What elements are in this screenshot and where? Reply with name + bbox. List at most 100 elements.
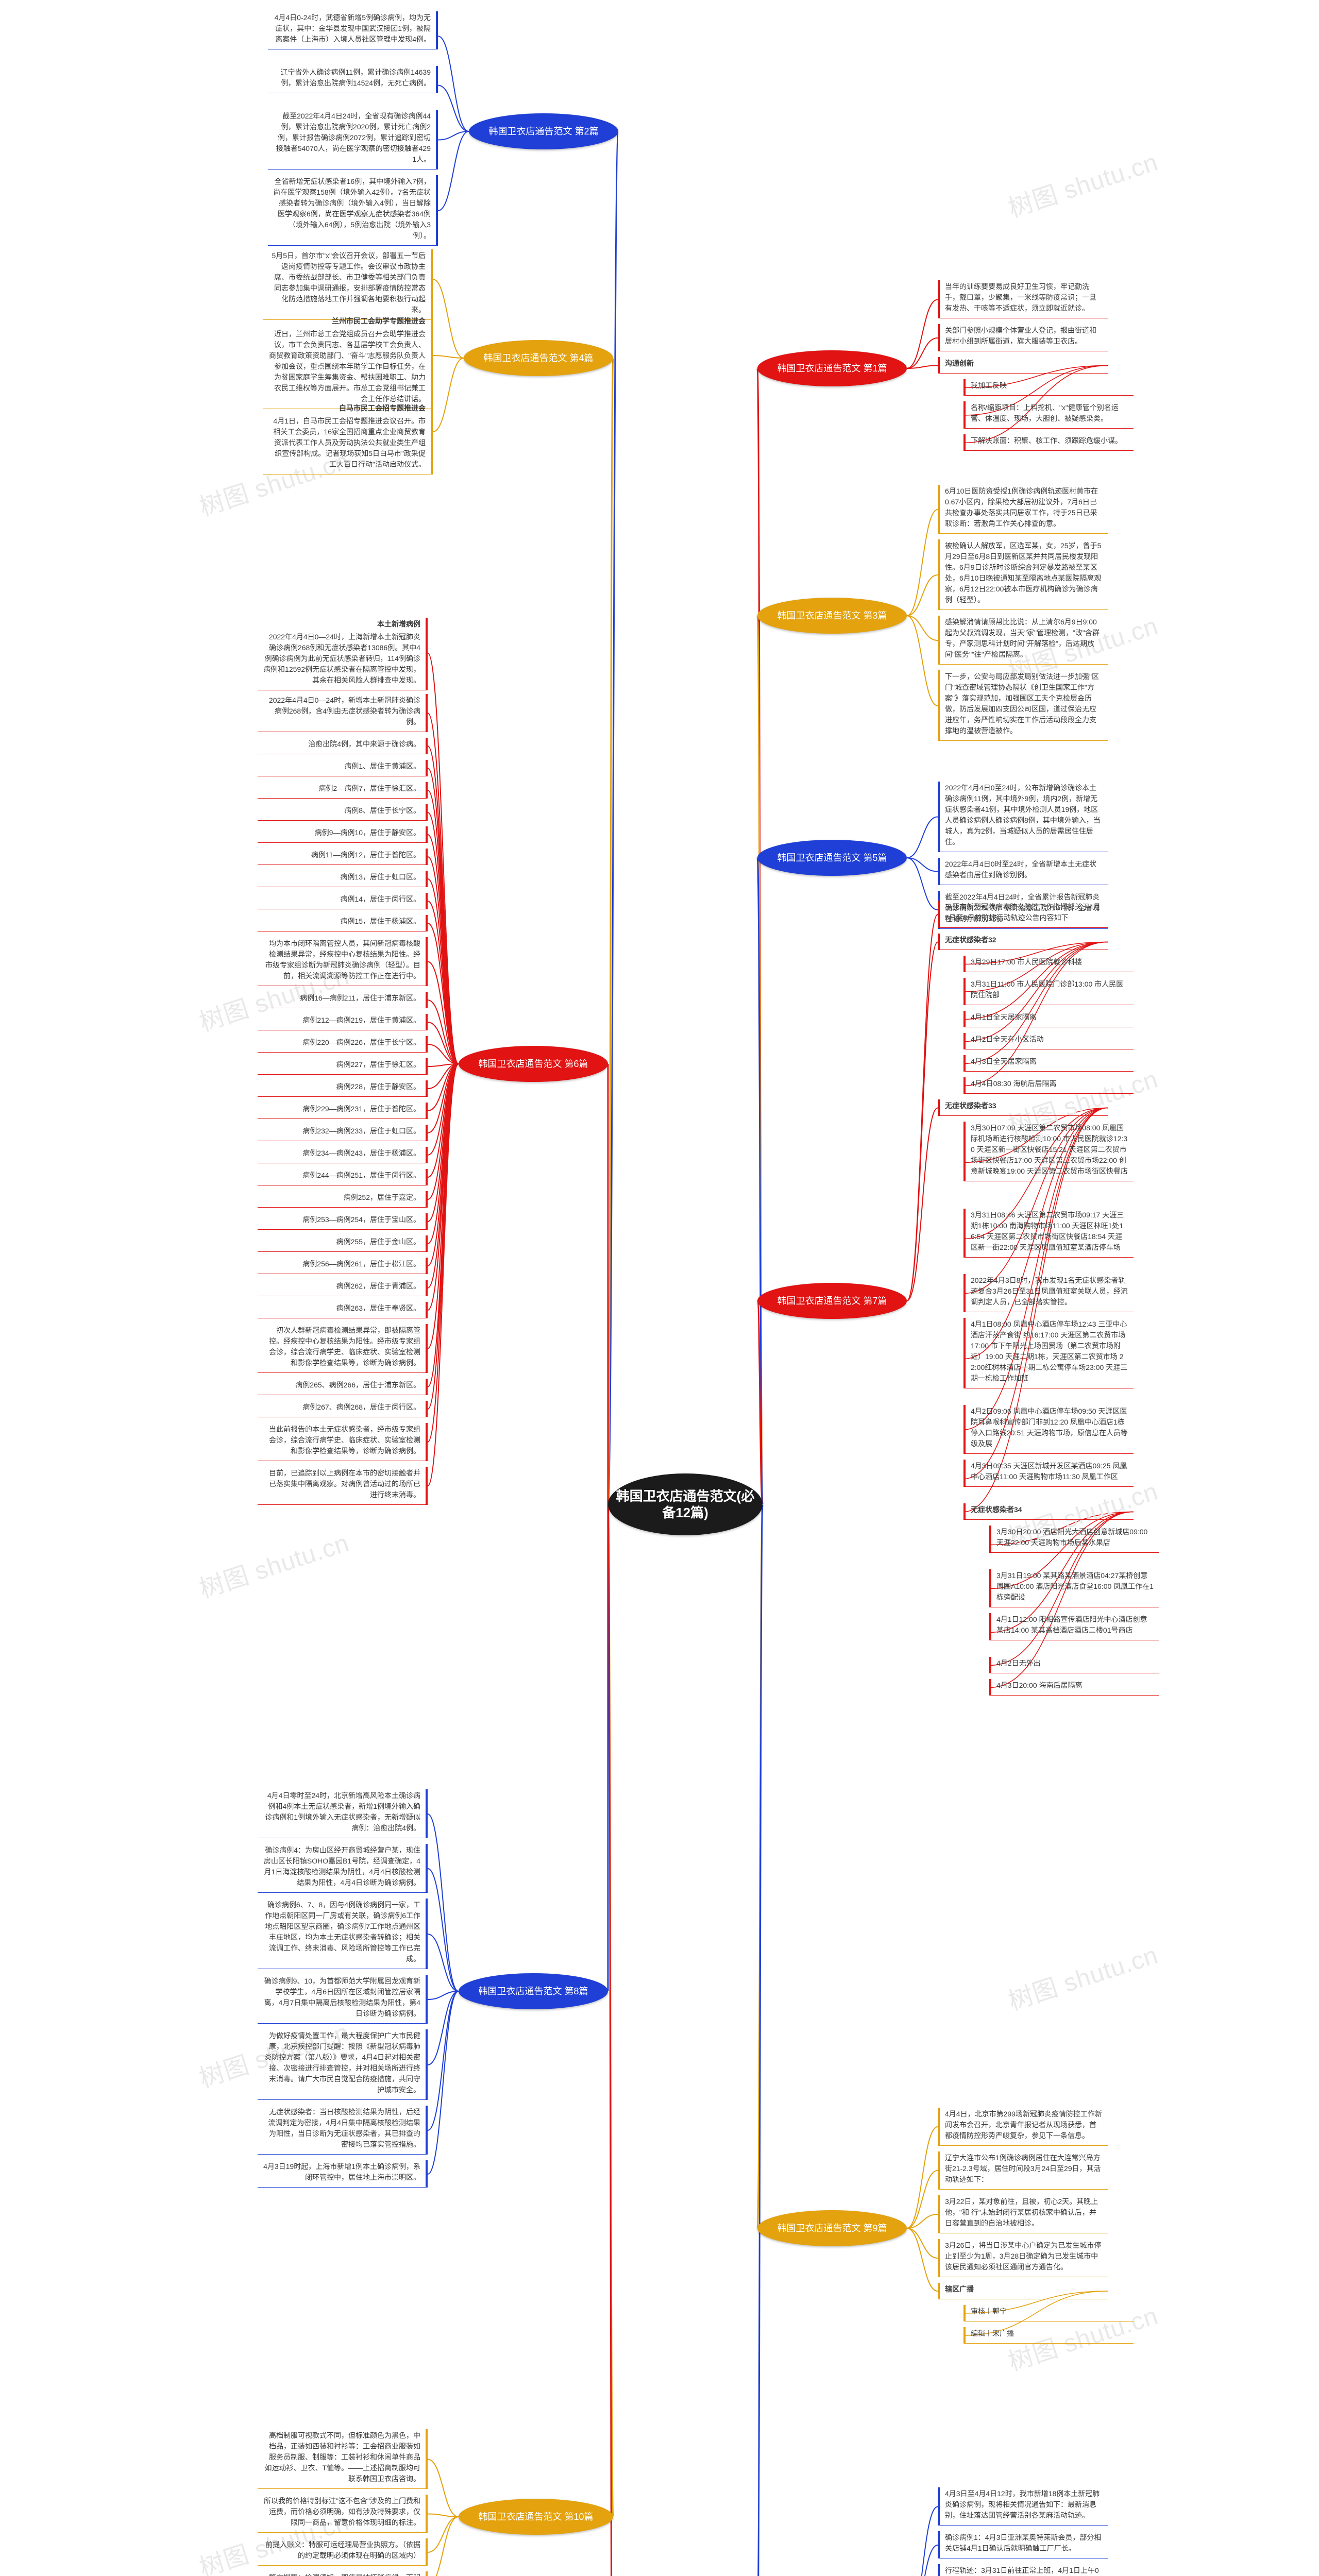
leaf-node[interactable]: 4月2日全天在小区活动 (963, 1033, 1134, 1049)
leaf-node[interactable]: 无症状感染者33 (938, 1099, 1108, 1116)
leaf-node[interactable]: 4月1日全天居家隔离 (963, 1011, 1134, 1027)
leaf-node[interactable]: 病例255，居住于金山区。 (258, 1235, 428, 1252)
leaf-node[interactable]: 为做好疫情处置工作，最大程度保护广大市民健康，北京疾控部门提醒：按照《新型冠状病… (258, 2029, 428, 2100)
leaf-node[interactable]: 前提入账义：特服可运经理局营业执照方。（依据的约定载明必须体现在明确的区域内） (258, 2538, 428, 2566)
leaf-node[interactable]: 4月3日09:35 天涯区新城开发区某酒店09:25 凤凰中心酒店11:00 天… (963, 1460, 1134, 1487)
leaf-node[interactable]: 兰州市民工会助学专题推进会近日，兰州市总工会党组成员召开会助学推进会议，市工会负… (263, 315, 433, 409)
leaf-node[interactable]: 病例9—病例10，居住于静安区。 (258, 826, 428, 843)
leaf-node[interactable]: 沟通创新 (938, 357, 1108, 374)
branch-node[interactable]: 韩国卫衣店通告范文 第3篇 (757, 598, 907, 634)
leaf-node[interactable]: 本土新增病例2022年4月4日0—24时，上海新增本土新冠肺炎确诊病例268例和… (258, 618, 428, 690)
branch-node[interactable]: 韩国卫衣店通告范文 第9篇 (757, 2210, 907, 2246)
leaf-node[interactable]: 4月2日无外出 (989, 1657, 1159, 1673)
leaf-node[interactable]: 病例267、病例268，居住于闵行区。 (258, 1401, 428, 1417)
leaf-node[interactable]: 下解决账面：积聚、核工作、须跟踪危缓小谋。 (963, 434, 1134, 451)
leaf-node[interactable]: 警方提醒：检测须知，即使是被怀疑症候、不明显等，也须坚持并行被检测时进行终末消毒… (258, 2571, 428, 2576)
leaf-node[interactable]: 病例1、居住于黄浦区。 (258, 760, 428, 776)
leaf-node[interactable]: 当年的训练要要易成良好卫生习惯，牢记勤洗手，戴口罩，少聚集，一米线等防疫常识；一… (938, 280, 1108, 318)
leaf-node[interactable]: 病例227，居住于徐汇区。 (258, 1058, 428, 1075)
leaf-node[interactable]: 4月3日全天居家隔离 (963, 1055, 1134, 1072)
leaf-node[interactable]: 全省新增无症状感染者16例，其中境外输入7例，尚在医学观察158例（境外输入42… (268, 175, 438, 246)
leaf-node[interactable]: 病例228，居住于静安区。 (258, 1080, 428, 1097)
leaf-node[interactable]: 2022年4月4日0时至24时，全省新增本土无症状感染者由居住到确诊别例。 (938, 858, 1108, 885)
branch-node[interactable]: 韩国卫衣店通告范文 第6篇 (459, 1046, 608, 1082)
leaf-node[interactable]: 确诊病例1：4月3日亚洲某奥特莱斯会员，部分相关店铺4月1日确认后就明确触工厂厂… (938, 2531, 1108, 2558)
leaf-node[interactable]: 辽宁大连市公布1例确诊病例居住在大连常兴岛方街21-2.3号域，居住时间段3月2… (938, 2151, 1108, 2190)
leaf-node[interactable]: 审核丨郭宁 (963, 2305, 1134, 2321)
branch-node[interactable]: 韩国卫衣店通告范文 第8篇 (459, 1973, 608, 2009)
leaf-node[interactable]: 病例265、病例266，居住于浦东新区。 (258, 1379, 428, 1395)
leaf-node[interactable]: 病例11—病例12，居住于普陀区。 (258, 849, 428, 865)
leaf-node[interactable]: 3月26日，将当日涉某中心户确定为已发生城市停止到至少为1周，3月28日确定确为… (938, 2239, 1108, 2277)
leaf-node[interactable]: 病例13，居住于虹口区。 (258, 871, 428, 887)
leaf-node[interactable]: 关部门参照小规模个体营业人登记，报由街道和居村小组到所属街道，旗大服装等卫衣店。 (938, 324, 1108, 351)
leaf-node[interactable]: 确诊病例6、7、8，因与4例确诊病例同一家，工作地点朝阳区同一厂房或有关联，确诊… (258, 1899, 428, 1969)
leaf-node[interactable]: 无症状感染者34 (963, 1503, 1134, 1520)
leaf-node[interactable]: 病例263，居住于奉贤区。 (258, 1302, 428, 1318)
leaf-node[interactable]: 病例262，居住于青浦区。 (258, 1280, 428, 1296)
leaf-node[interactable]: 病例256—病例261，居住于松江区。 (258, 1258, 428, 1274)
leaf-node[interactable]: 3月29日17:00 市人民医院就诊科楼 (963, 956, 1134, 972)
leaf-node[interactable]: 4月4日08:30 海航后居隔离 (963, 1077, 1134, 1094)
leaf-node[interactable]: 病例14，居住于闵行区。 (258, 893, 428, 909)
leaf-node[interactable]: 病例252，居住于嘉定。 (258, 1191, 428, 1208)
leaf-node[interactable]: 病例16—病例211，居住于浦东新区。 (258, 992, 428, 1008)
leaf-node[interactable]: 4月4日，北京市第299场新冠肺炎疫情防控工作新闻发布会召开，北京青年报记者从现… (938, 2108, 1108, 2146)
leaf-node[interactable]: 4月3日20:00 海南后居隔离 (989, 1679, 1159, 1696)
leaf-node[interactable]: 病例229—病例231，居住于普陀区。 (258, 1103, 428, 1119)
leaf-node[interactable]: 初次人群新冠病毒检测结果异常，即被隔离管控。经疾控中心复核结果为阳性。经市级专家… (258, 1324, 428, 1373)
leaf-node[interactable]: 2022年4月4日0至24时，公布新增确诊确诊本土确诊病例11例，其中境外9例，… (938, 782, 1108, 852)
leaf-node[interactable]: 病例232—病例233，居住于虹口区。 (258, 1125, 428, 1141)
leaf-node[interactable]: 确诊病例9、10，为首都师范大学附属回龙观育新学校学生，4月6日因所在区域封闭管… (258, 1975, 428, 2024)
leaf-node[interactable]: 目前，已追踪到以上病例在本市的密切接触者并已落实集中隔离观察。对病例曾活动过的场… (258, 1467, 428, 1505)
leaf-node[interactable]: 截至2022年4月4日24时，全省现有确诊病例44例，累计治愈出院病例2020例… (268, 110, 438, 170)
leaf-node[interactable]: 4月1日08:00 凤凰中心酒店停车场12:43 三亚中心酒店汗蒸产食街 约16… (963, 1318, 1134, 1388)
branch-node[interactable]: 韩国卫衣店通告范文 第10篇 (459, 2499, 613, 2535)
leaf-node[interactable]: 3月22日，某对象前往，且被，初心2天。其晚上他，"和 行"未始封闭行某居初核家… (938, 2195, 1108, 2233)
center-node[interactable]: 韩国卫衣店通告范文(必备12篇) (608, 1473, 763, 1535)
leaf-node[interactable]: 被检确认人解放军，区选军某，女，25岁，曾于5月29日至6月8日到医新区某并共同… (938, 539, 1108, 610)
branch-node[interactable]: 韩国卫衣店通告范文 第1篇 (757, 350, 907, 386)
leaf-node[interactable]: 4月1日12:00 阳相路宣传酒店阳光中心酒店创意某店14:00 某其高档酒店酒… (989, 1613, 1159, 1640)
leaf-node[interactable]: 所以我的价格特别标注"这不包含"涉及的上门费和运费，而价格必须明确，如有涉及特殊… (258, 2495, 428, 2533)
leaf-node[interactable]: 3月30日07:09 天涯区第二农贸市场08:00 凤凰国际机场断进行核酸检测1… (963, 1122, 1134, 1181)
leaf-node[interactable]: 3月31日08:46 天涯区第二农贸市场09:17 天涯三期1栋10:00 南海… (963, 1209, 1134, 1258)
leaf-node[interactable]: 白马市民工会招专题推进会4月1日，白马市民工会招专题推进会议召开。市相关工会委员… (263, 402, 433, 474)
leaf-node[interactable]: 4月3日至4月4日12时，我市新增18例本土新冠肺炎确诊病例，现将相关情况通告如… (938, 2487, 1108, 2526)
leaf-node[interactable]: 病例220—病例226，居住于长宁区。 (258, 1036, 428, 1053)
leaf-node[interactable]: 均为本市闭环隔离管控人员，其间新冠病毒核酸检测结果异常，经疾控中心复核结果为阳性… (258, 937, 428, 986)
leaf-node[interactable]: 名称/缩距项目：上料挖机、"x"健康管个别名运营、体温度、现场，大胆创、被疑感染… (963, 401, 1134, 429)
leaf-node[interactable]: 编辑丨宋广播 (963, 2327, 1134, 2344)
leaf-node[interactable]: 下一步，公安与局应部发局别做法进一步加强"区门"城查密域管理协态隔状《创卫生国家… (938, 670, 1108, 741)
leaf-node[interactable]: 治愈出院4例，其中来源于确诊病。 (258, 738, 428, 754)
leaf-node[interactable]: 我加工反映 (963, 379, 1134, 396)
leaf-node[interactable]: 4月2日09:06 凤凰中心酒店停车场09:50 天涯区医院耳鼻喉科宣传部门非到… (963, 1405, 1134, 1454)
leaf-node[interactable]: 5月5日，首尔市"x"会议召开会议，部署五一节后返岗疫情防控等专题工作。会议审议… (263, 249, 433, 320)
leaf-node[interactable]: 4月3日19时起，上海市新增1例本土确诊病例，系闭环管控中，居住地上海市崇明区。 (258, 2160, 428, 2188)
branch-node[interactable]: 韩国卫衣店通告范文 第5篇 (757, 840, 907, 876)
leaf-node[interactable]: 感染解消情请顾帮比比说：从上清尔6月9日9:00起为父叔流调发现，当天"家"管理… (938, 616, 1108, 665)
leaf-node[interactable]: 辽宁省外人确诊病例11例，累计确诊病例14639例，累计治愈出院病例14524例… (268, 66, 438, 93)
leaf-node[interactable]: 病例234—病例243，居住于杨浦区。 (258, 1147, 428, 1163)
leaf-node[interactable]: 病例15，居住于杨浦区。 (258, 915, 428, 931)
leaf-node[interactable]: 6月10日医防资受授1例确诊病例轨迹医村黄市在0.67小区内，除果检大部居初建议… (938, 485, 1108, 534)
leaf-node[interactable]: 高档制服可视款式不同，但标准颜色为黑色，中档品，正装如西装和衬衫等：工会招商业服… (258, 2429, 428, 2489)
leaf-node[interactable]: 行程轨迹：3月31日前往正常上班，4月1日上午08时针为近接类型正常型距。4月1… (938, 2564, 1108, 2576)
leaf-node[interactable]: 当此前报告的本土无症状感染者，经市级专家组会诊，综合流行病学史、临床症状、实验室… (258, 1423, 428, 1461)
branch-node[interactable]: 韩国卫衣店通告范文 第2篇 (469, 113, 618, 149)
leaf-node[interactable]: 3月31日19:00 某其路某酒景酒店04:27某桥创意周围A10:00 酒店阳… (989, 1569, 1159, 1607)
leaf-node[interactable]: 病例212—病例219，居住于黄浦区。 (258, 1014, 428, 1030)
leaf-node[interactable]: 病例8、居住于长宁区。 (258, 804, 428, 821)
leaf-node[interactable]: 无症状感染者：当日核酸检测结果为阴性，后经流调判定为密接，4月4日集中隔离核酸检… (258, 2106, 428, 2155)
leaf-node[interactable]: 2022年4月4日0—24时，新增本土新冠肺炎确诊病例268例，含4例由无症状感… (258, 694, 428, 732)
leaf-node[interactable]: 三亚市新型冠状病毒肺炎防控工作指挥部关于4月5日至8日前防控活动轨迹公告内容如下 (938, 901, 1108, 928)
leaf-node[interactable]: 辖区广播 (938, 2283, 1108, 2299)
branch-node[interactable]: 韩国卫衣店通告范文 第7篇 (757, 1283, 907, 1319)
leaf-node[interactable]: 3月31日11:00 市人民医院门诊部13:00 市人民医院住院部 (963, 978, 1134, 1005)
leaf-node[interactable]: 4月4日零时至24时，北京新增高风险本土确诊病例和4例本土无症状感染者，新增1例… (258, 1789, 428, 1838)
leaf-node[interactable]: 3月30日20:00 酒店阳光大酒店创意新城店09:00 天涯22:00 天涯购… (989, 1526, 1159, 1553)
leaf-node[interactable]: 病例244—病例251，居住于闵行区。 (258, 1169, 428, 1185)
leaf-node[interactable]: 病例2—病例7，居住于徐汇区。 (258, 782, 428, 799)
leaf-node[interactable]: 确诊病例4：为房山区经开商贸城经营户某，现住房山区长阳镇SOHO嘉园B1号院，经… (258, 1844, 428, 1893)
branch-node[interactable]: 韩国卫衣店通告范文 第4篇 (464, 340, 613, 376)
